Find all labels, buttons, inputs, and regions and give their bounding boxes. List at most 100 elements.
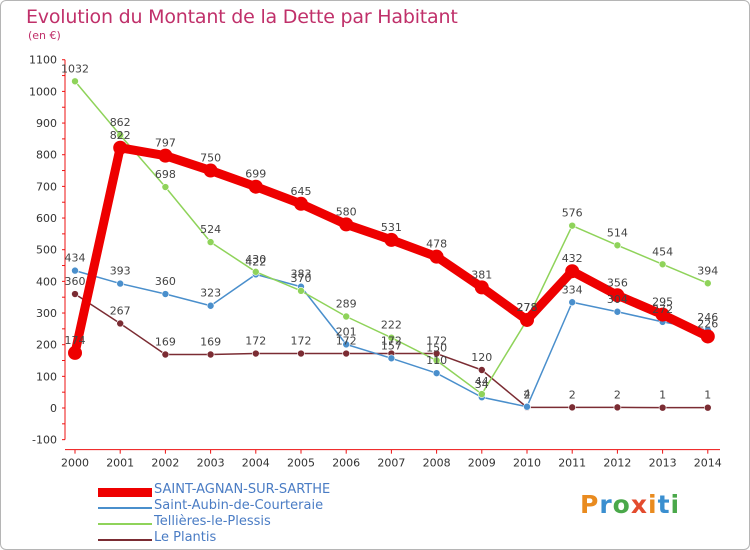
- x-tick-label: 2002: [151, 457, 179, 470]
- x-tick-label: 2004: [242, 457, 270, 470]
- x-tick-label: 2009: [468, 457, 496, 470]
- data-point: [297, 349, 305, 358]
- data-label: 278: [517, 301, 538, 314]
- data-label: 698: [155, 168, 176, 181]
- data-point: [206, 238, 215, 246]
- series-saint-agnan-sur-sarthe: [68, 140, 715, 360]
- data-point: [116, 319, 124, 328]
- data-label: 454: [652, 245, 673, 258]
- legend-label: SAINT-AGNAN-SUR-SARTHE: [154, 482, 331, 497]
- legend-item-saint-agnan-sur-sarthe: SAINT-AGNAN-SUR-SARTHE: [98, 482, 398, 500]
- data-label: 4: [524, 388, 531, 401]
- series-le-plantis: [71, 290, 712, 412]
- logo-letter: x: [630, 490, 648, 519]
- data-label: 226: [697, 317, 718, 330]
- data-point: [523, 402, 531, 411]
- data-label: 172: [336, 335, 357, 348]
- y-tick-label: 1000: [29, 85, 57, 98]
- data-label: 157: [381, 339, 402, 352]
- data-point: [342, 349, 351, 358]
- data-label: 289: [336, 298, 357, 311]
- data-point: [700, 329, 715, 344]
- data-label: 432: [562, 252, 583, 265]
- data-label: 267: [110, 304, 131, 317]
- x-tick-label: 2006: [332, 457, 360, 470]
- data-label: 422: [245, 255, 266, 268]
- proxiti-logo: Proxiti: [580, 490, 680, 519]
- data-point: [206, 350, 215, 359]
- data-label: 172: [291, 335, 312, 348]
- y-tick-label: 100: [36, 370, 57, 383]
- y-tick-label: 400: [36, 275, 57, 288]
- legend-swatch: [98, 487, 152, 497]
- data-label: 531: [381, 221, 402, 234]
- y-tick-label: 300: [36, 307, 57, 320]
- x-tick-label: 2001: [106, 457, 134, 470]
- data-point: [568, 221, 577, 230]
- data-point: [71, 77, 79, 86]
- data-point: [432, 356, 441, 365]
- y-tick-label: -100: [32, 434, 57, 447]
- data-point: [71, 290, 79, 298]
- data-label: 383: [291, 268, 312, 281]
- data-label: 334: [562, 283, 583, 296]
- logo-letter: P: [580, 490, 600, 519]
- data-label: 576: [562, 207, 583, 220]
- data-point: [252, 268, 260, 276]
- data-point: [387, 354, 396, 363]
- data-label: 393: [110, 265, 131, 278]
- x-tick-label: 2011: [558, 457, 586, 470]
- data-point: [68, 345, 82, 360]
- data-point: [297, 287, 305, 295]
- legend-label: Tellières-le-Plessis: [154, 514, 271, 529]
- data-label: 434: [65, 252, 86, 265]
- data-point: [248, 179, 263, 194]
- data-label: 120: [471, 351, 492, 364]
- data-point: [474, 280, 489, 295]
- data-label: 750: [200, 152, 221, 165]
- data-point: [161, 350, 170, 359]
- data-label: 174: [65, 334, 86, 347]
- data-label: 172: [426, 335, 447, 348]
- data-label: 110: [426, 354, 447, 367]
- data-label: 478: [426, 238, 447, 251]
- data-point: [429, 249, 444, 264]
- data-point: [613, 403, 622, 412]
- x-tick-label: 2008: [423, 457, 451, 470]
- y-tick-label: 1100: [29, 54, 57, 67]
- x-tick-label: 2013: [649, 457, 677, 470]
- data-label: 295: [652, 296, 673, 309]
- data-point: [613, 241, 622, 250]
- logo-letter: o: [612, 490, 631, 519]
- data-point: [520, 312, 534, 327]
- x-tick-label: 2005: [287, 457, 315, 470]
- data-point: [432, 369, 441, 377]
- legend-item-le-plantis: Le Plantis: [98, 530, 398, 548]
- data-point: [568, 403, 577, 412]
- legend-item-saint-aubin-de-courteraie: Saint-Aubin-de-Courteraie: [98, 498, 398, 516]
- data-label: 2: [524, 388, 531, 401]
- data-label: 394: [697, 264, 718, 277]
- x-tick-label: 2003: [197, 457, 225, 470]
- data-point: [252, 349, 260, 358]
- data-point: [565, 264, 580, 279]
- data-label: 44: [475, 375, 489, 388]
- data-label: 524: [200, 223, 221, 236]
- data-point: [703, 279, 712, 288]
- chart-title: Evolution du Montant de la Dette par Hab…: [26, 6, 458, 28]
- data-label: 822: [110, 129, 131, 142]
- x-tick-label: 2010: [513, 457, 541, 470]
- x-tick-label: 2014: [694, 457, 722, 470]
- data-label: 34: [475, 378, 489, 391]
- data-label: 580: [336, 205, 357, 218]
- data-label: 1: [704, 389, 711, 402]
- y-tick-label: 600: [36, 212, 57, 225]
- data-point: [384, 232, 399, 247]
- data-label: 2: [569, 388, 576, 401]
- data-label: 1: [659, 389, 666, 402]
- data-point: [610, 288, 625, 303]
- data-point: [339, 217, 354, 232]
- x-tick-label: 2012: [603, 457, 631, 470]
